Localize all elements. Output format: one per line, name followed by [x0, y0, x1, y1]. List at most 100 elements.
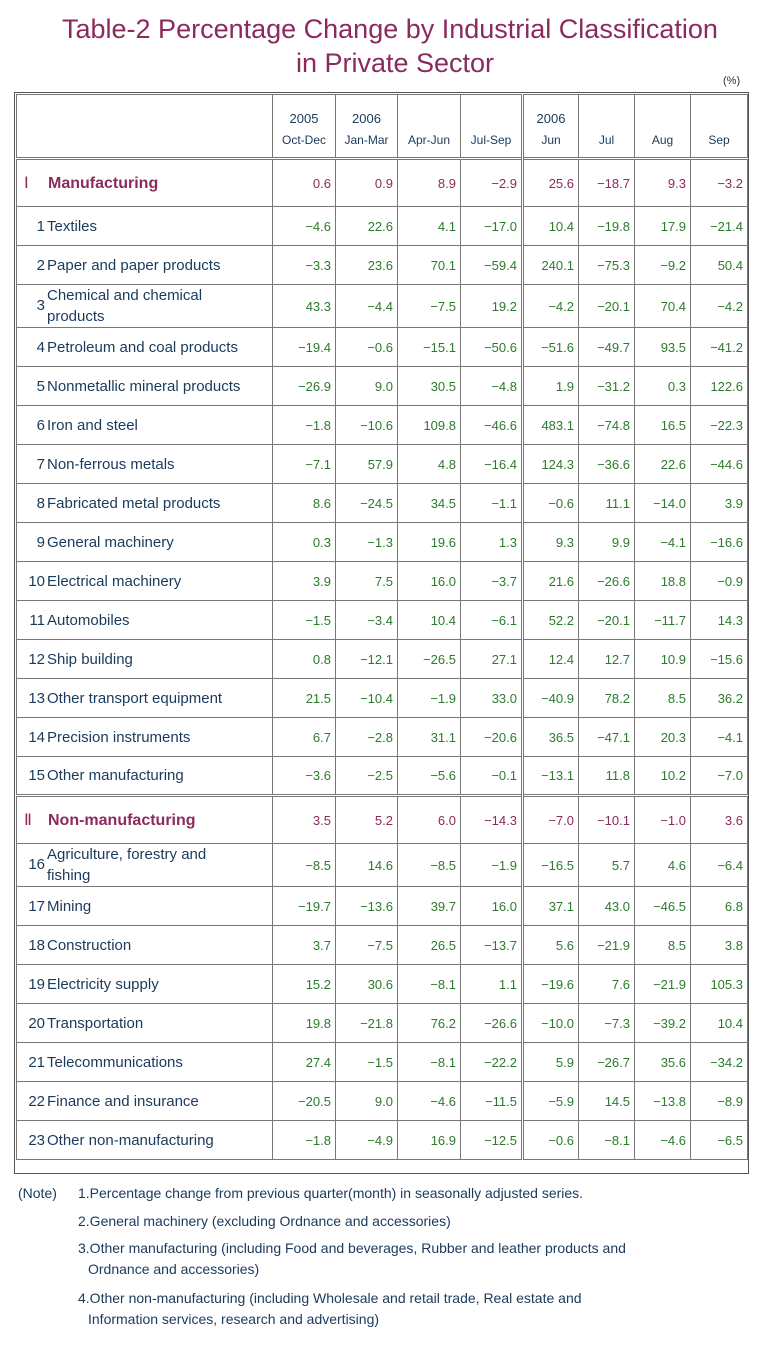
data-table: 2005 Oct-Dec 2006 Jan-Mar Apr-Jun Jul-Sep 20…: [16, 94, 748, 1160]
value-cell: −26.6: [460, 1003, 523, 1043]
row-name: Electricity supply: [47, 975, 159, 993]
value-cell: −50.6: [460, 327, 523, 367]
value-cell: 16.0: [460, 886, 523, 926]
row-name: Construction: [47, 936, 132, 954]
row-label: 1 Textiles: [16, 206, 273, 246]
value-cell: 483.1: [521, 405, 579, 445]
row-number: Ⅰ: [24, 174, 29, 192]
value-cell: 1.9: [521, 366, 579, 406]
value-cell: −0.1: [460, 756, 523, 796]
row-name: Ship building: [47, 650, 133, 668]
row-number: 14: [28, 728, 45, 746]
value-cell: −8.9: [690, 1081, 748, 1121]
header-0: 2005 Oct-Dec: [272, 94, 336, 159]
page-subtitle: in Private Sector: [295, 48, 495, 78]
header-period: Sep: [708, 133, 730, 147]
value-cell: −7.1: [272, 444, 336, 484]
value-cell: −19.7: [272, 886, 336, 926]
value-cell: 6.8: [690, 886, 748, 926]
value-cell: 22.6: [335, 206, 398, 246]
value-cell: −20.1: [578, 284, 635, 328]
row-name: Non-manufacturing: [48, 811, 196, 829]
value-cell: 36.2: [690, 678, 748, 718]
value-cell: −13.7: [460, 925, 523, 965]
value-cell: 57.9: [335, 444, 398, 484]
value-cell: −24.5: [335, 483, 398, 523]
value-cell: 17.9: [634, 206, 691, 246]
value-cell: 43.3: [272, 284, 336, 328]
value-cell: −44.6: [690, 444, 748, 484]
row-name: Non-ferrous metals: [47, 455, 175, 473]
value-cell: −4.2: [690, 284, 748, 328]
row-number: 4: [36, 338, 45, 356]
row-label: Ⅰ Manufacturing: [16, 157, 273, 207]
value-cell: −21.9: [578, 925, 635, 965]
value-cell: 10.4: [397, 600, 461, 640]
value-cell: 34.5: [397, 483, 461, 523]
value-cell: −3.4: [335, 600, 398, 640]
value-cell: −8.1: [397, 964, 461, 1004]
value-cell: −7.0: [521, 794, 579, 844]
value-cell: −3.3: [272, 245, 336, 285]
value-cell: −59.4: [460, 245, 523, 285]
row-number: 10: [28, 572, 45, 590]
table-row: 21 Telecommunications 27.4 −1.5 −8.1 −22.2 5.9…: [16, 1042, 748, 1082]
value-cell: 70.4: [634, 284, 691, 328]
value-cell: −26.9: [272, 366, 336, 406]
section-row: Ⅰ Manufacturing 0.6 0.9 8.9 −2.9 25.6 −18.7 9.3−…: [16, 157, 748, 207]
row-label: 17 Mining: [16, 886, 273, 926]
value-cell: −12.5: [460, 1120, 523, 1160]
value-cell: 30.6: [335, 964, 398, 1004]
value-cell: −1.8: [272, 1120, 336, 1160]
value-cell: −8.5: [272, 843, 336, 887]
value-cell: −3.2: [690, 157, 748, 207]
value-cell: 31.1: [397, 717, 461, 757]
value-cell: −47.1: [578, 717, 635, 757]
value-cell: 3.9: [272, 561, 336, 601]
value-cell: −22.3: [690, 405, 748, 445]
row-name: Telecommunications: [47, 1053, 183, 1071]
table-row: 3Chemical and chemical products 43.3 −4.4 −7…: [16, 284, 748, 328]
value-cell: 12.7: [578, 639, 635, 679]
row-name: Chemical and chemical products: [47, 285, 202, 327]
table-row: 16Agriculture, forestry and fishing −8.5 14…: [16, 843, 748, 887]
header-year: [691, 111, 747, 126]
row-name: Nonmetallic mineral products: [47, 377, 241, 395]
value-cell: 70.1: [397, 245, 461, 285]
note-2: 2.General machinery (excluding Ordnance …: [78, 1213, 451, 1229]
value-cell: 19.8: [272, 1003, 336, 1043]
value-cell: −2.9: [460, 157, 523, 207]
row-name: Manufacturing: [48, 174, 159, 192]
row-label: 3Chemical and chemical products: [16, 284, 273, 328]
value-cell: −1.9: [460, 843, 523, 887]
row-name-line1: Agriculture, forestry and: [47, 846, 207, 863]
value-cell: −19.8: [578, 206, 635, 246]
value-cell: 8.5: [634, 678, 691, 718]
row-name: Paper and paper products: [47, 256, 221, 274]
header-2: Apr-Jun: [397, 94, 461, 159]
value-cell: −5.9: [521, 1081, 579, 1121]
table-row: 23 Other non-manufacturing −1.8 −4.9 16.9 −12…: [16, 1120, 748, 1160]
value-cell: −0.6: [521, 483, 579, 523]
table-row: 17 Mining −19.7 −13.6 39.7 16.0 37.1 43.0 −46.5 6…: [16, 886, 748, 926]
value-cell: −51.6: [521, 327, 579, 367]
value-cell: 4.8: [397, 444, 461, 484]
value-cell: 4.6: [634, 843, 691, 887]
value-cell: −0.6: [335, 327, 398, 367]
table-row: 14 Precision instruments 6.7 −2.8 31.1 −20.6 3…: [16, 717, 748, 757]
value-cell: 35.6: [634, 1042, 691, 1082]
table-row: 12 Ship building 0.8 −12.1 −26.5 27.1 12.4 12.7…: [16, 639, 748, 679]
value-cell: 21.6: [521, 561, 579, 601]
row-name: Fabricated metal products: [47, 494, 221, 512]
value-cell: −8.1: [397, 1042, 461, 1082]
value-cell: 33.0: [460, 678, 523, 718]
value-cell: −10.6: [335, 405, 398, 445]
row-label: 14 Precision instruments: [16, 717, 273, 757]
value-cell: −9.2: [634, 245, 691, 285]
table-row: 6 Iron and steel −1.8 −10.6 109.8 −46.6 483.1−…: [16, 405, 748, 445]
value-cell: −46.5: [634, 886, 691, 926]
value-cell: −10.1: [578, 794, 635, 844]
value-cell: −3.7: [460, 561, 523, 601]
row-number: 6: [36, 416, 45, 434]
value-cell: −13.1: [521, 756, 579, 796]
